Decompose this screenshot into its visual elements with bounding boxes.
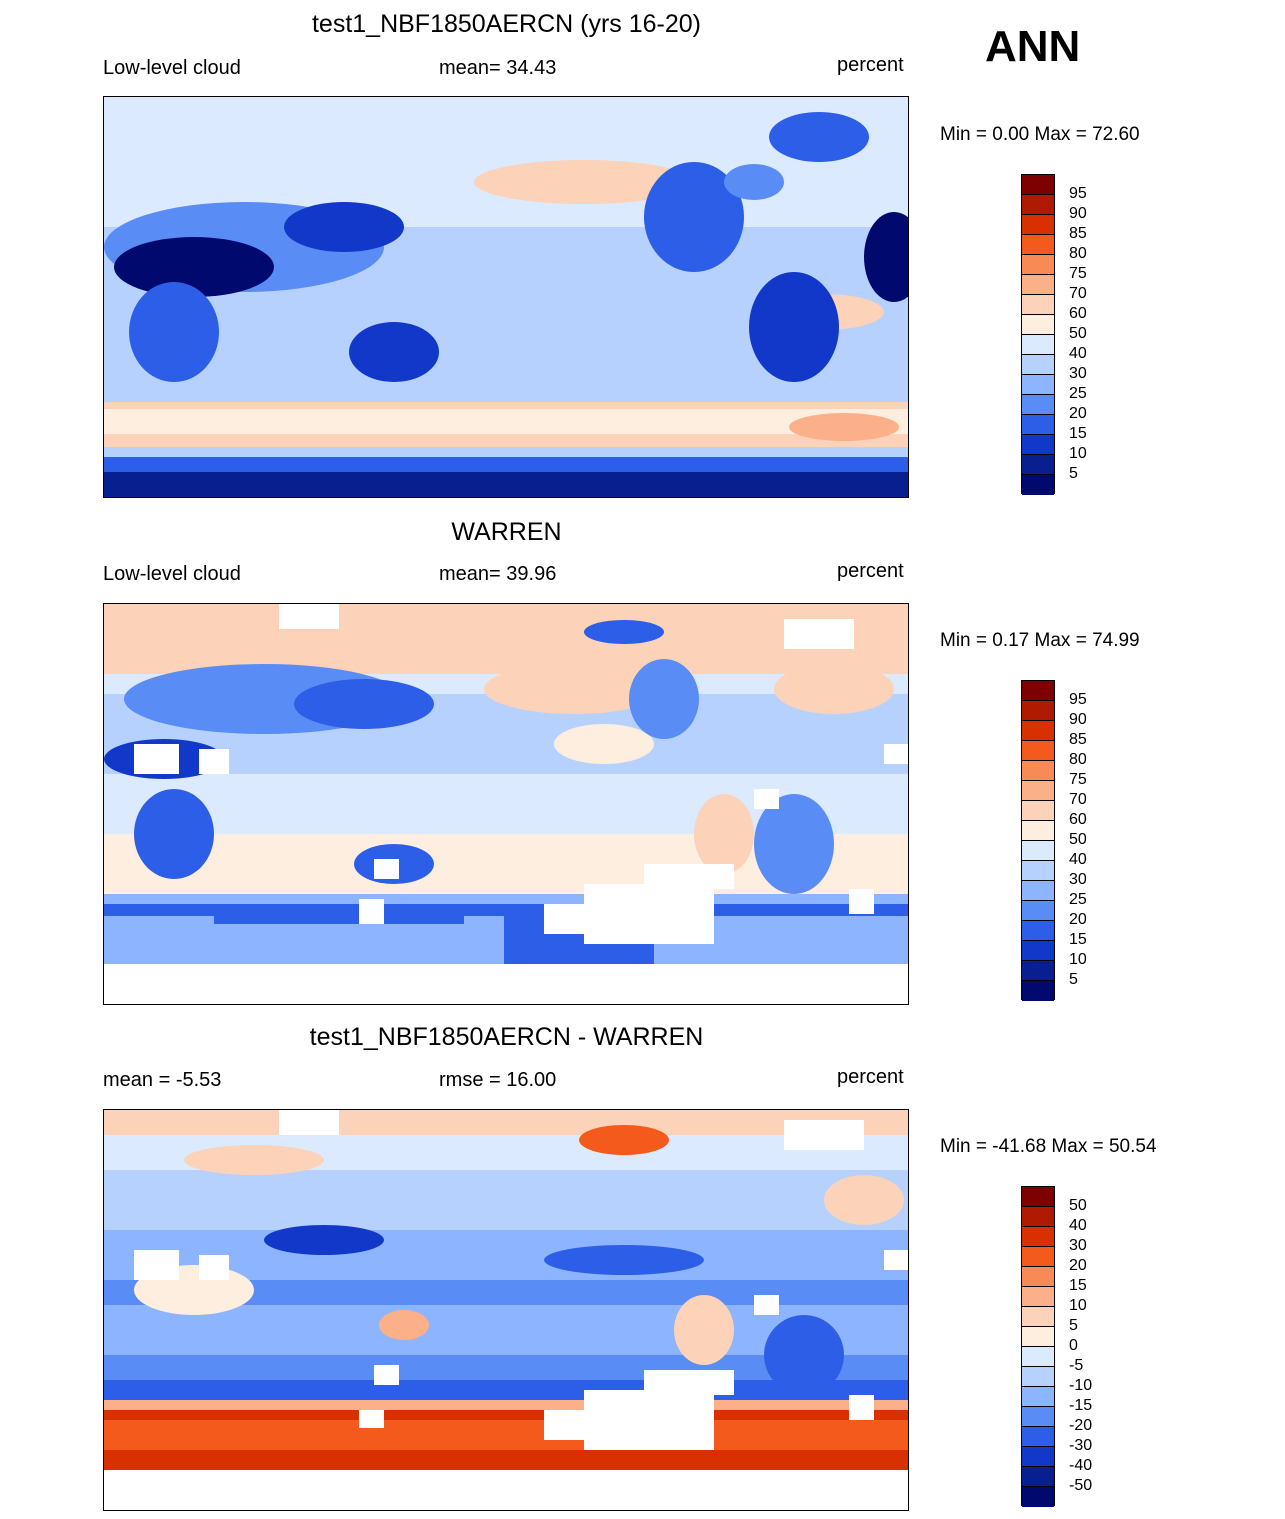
colorbar-tick: 70: [1069, 285, 1087, 302]
colorbar-tick: 40: [1069, 1217, 1087, 1234]
colorbar-tick: 0: [1069, 1337, 1078, 1354]
map-diff: [103, 1109, 909, 1511]
colorbar-tick: 95: [1069, 691, 1087, 708]
colorbar-tick: 80: [1069, 751, 1087, 768]
colorbar-tick: 50: [1069, 831, 1087, 848]
units-label-diff: percent: [837, 1066, 904, 1088]
rmse-label-diff: rmse = 16.00: [439, 1069, 557, 1091]
mean-label-model: mean= 34.43: [439, 57, 557, 79]
colorbar-tick: 20: [1069, 911, 1087, 928]
colorbar-tick: 40: [1069, 851, 1087, 868]
colorbar-tick: -15: [1069, 1397, 1093, 1414]
panel-title-obs: WARREN: [451, 518, 562, 546]
minmax-label-model: Min = 0.00 Max = 72.60: [940, 124, 1140, 145]
colorbar-tick: -20: [1069, 1417, 1093, 1434]
colorbar-tick: 95: [1069, 185, 1087, 202]
colorbar-tick: 15: [1069, 931, 1087, 948]
minmax-label-obs: Min = 0.17 Max = 74.99: [940, 630, 1140, 651]
mean-label-diff: mean = -5.53: [103, 1069, 222, 1091]
colorbar-tick: 10: [1069, 951, 1087, 968]
colorbar-tick: 20: [1069, 1257, 1087, 1274]
colorbar-obs: [1021, 680, 1055, 1001]
colorbar-tick: 60: [1069, 305, 1087, 322]
colorbar-tick: 20: [1069, 405, 1087, 422]
colorbar-tick: -40: [1069, 1457, 1093, 1474]
colorbar-tick: 25: [1069, 385, 1087, 402]
mean-label-obs: mean= 39.96: [439, 563, 557, 585]
colorbar-tick: -50: [1069, 1477, 1093, 1494]
colorbar-tick: 85: [1069, 225, 1087, 242]
colorbar-tick: 5: [1069, 465, 1078, 482]
map-model: [103, 96, 909, 498]
variable-label-obs: Low-level cloud: [103, 563, 241, 585]
units-label-model: percent: [837, 54, 904, 76]
colorbar-tick: 10: [1069, 1297, 1087, 1314]
colorbar-tick: 60: [1069, 811, 1087, 828]
colorbar-tick: 75: [1069, 265, 1087, 282]
panel-title-diff: test1_NBF1850AERCN - WARREN: [309, 1023, 704, 1051]
colorbar-tick: 80: [1069, 245, 1087, 262]
colorbar-tick: 30: [1069, 365, 1087, 382]
colorbar-model: [1021, 174, 1055, 495]
colorbar-tick: 5: [1069, 971, 1078, 988]
units-label-obs: percent: [837, 560, 904, 582]
colorbar-tick: 70: [1069, 791, 1087, 808]
colorbar-tick: 50: [1069, 1197, 1087, 1214]
minmax-label-diff: Min = -41.68 Max = 50.54: [940, 1136, 1157, 1157]
colorbar-tick: 15: [1069, 1277, 1087, 1294]
variable-label-model: Low-level cloud: [103, 57, 241, 79]
colorbar-tick: 30: [1069, 871, 1087, 888]
colorbar-tick: 75: [1069, 771, 1087, 788]
colorbar-tick: 30: [1069, 1237, 1087, 1254]
colorbar-tick: 40: [1069, 345, 1087, 362]
colorbar-tick: 90: [1069, 711, 1087, 728]
colorbar-diff: [1021, 1186, 1055, 1507]
colorbar-tick: -30: [1069, 1437, 1093, 1454]
panel-title-model: test1_NBF1850AERCN (yrs 16-20): [311, 10, 702, 38]
colorbar-tick: 90: [1069, 205, 1087, 222]
colorbar-tick: -5: [1069, 1357, 1084, 1374]
colorbar-tick: 85: [1069, 731, 1087, 748]
colorbar-tick: -10: [1069, 1377, 1093, 1394]
colorbar-tick: 50: [1069, 325, 1087, 342]
colorbar-tick: 25: [1069, 891, 1087, 908]
colorbar-tick: 15: [1069, 425, 1087, 442]
map-obs: [103, 603, 909, 1005]
colorbar-tick: 5: [1069, 1317, 1078, 1334]
colorbar-tick: 10: [1069, 445, 1087, 462]
season-label: ANN: [985, 22, 1081, 71]
